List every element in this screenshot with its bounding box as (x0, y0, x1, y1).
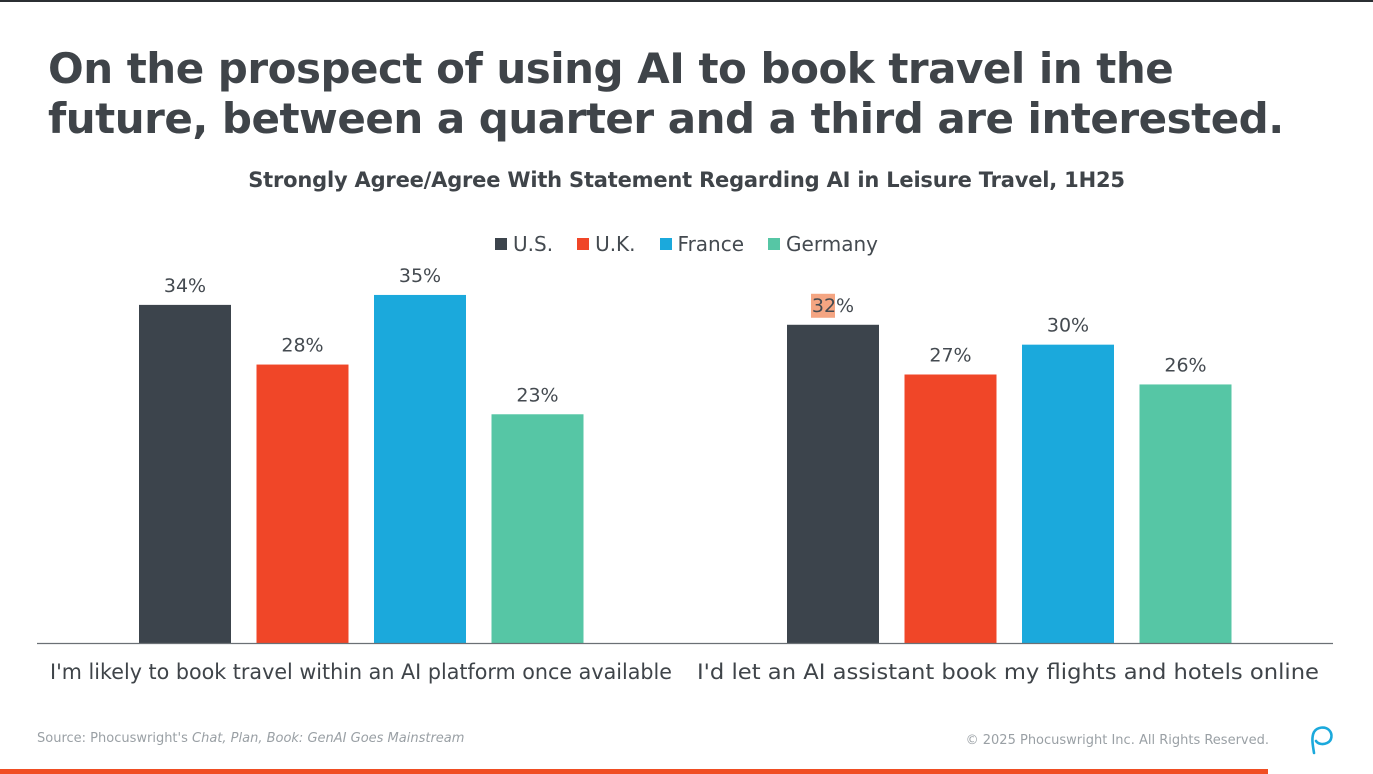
data-label: 30% (1047, 315, 1089, 337)
bar (374, 294, 466, 643)
source-prefix: Source: Phocuswright's (37, 731, 193, 746)
slide-headline: On the prospect of using AI to book trav… (48, 44, 1284, 143)
bar (787, 324, 879, 643)
data-label: 34% (164, 275, 206, 297)
source-title: Chat, Plan, Book: GenAI Goes Mainstream (192, 731, 465, 746)
legend-label: Germany (786, 232, 878, 256)
bar (139, 304, 231, 643)
bar (1139, 384, 1232, 643)
legend-swatch (659, 238, 672, 250)
data-label: 32% (812, 295, 854, 317)
data-label: 23% (516, 384, 558, 406)
legend-swatch (495, 238, 507, 250)
data-label: 27% (929, 345, 971, 367)
bar-chart: 34% 28% 35% 23% 32% 27% 30% 26% I'm likely to bo… (37, 265, 1333, 684)
copyright-notice: © 2025 Phocuswright Inc. All Rights Rese… (965, 733, 1269, 748)
legend-item-us: U.S. (495, 232, 553, 256)
bottom-accent-bar (0, 769, 1268, 774)
x-tick-label: I'd let an AI assistant book my flights … (697, 660, 1319, 684)
legend-swatch (768, 238, 781, 250)
legend-item-france: France (659, 232, 745, 256)
label-highlight (811, 293, 835, 318)
data-label: 35% (399, 265, 441, 287)
top-rule (0, 0, 1373, 2)
chart-legend: U.S. U.K. France Germany (0, 232, 1373, 256)
legend-swatch (577, 238, 590, 250)
legend-label: U.K. (595, 232, 636, 256)
data-label: 26% (1164, 354, 1206, 376)
bar (256, 364, 349, 643)
source-note: Source: Phocuswright's Chat, Plan, Book:… (37, 731, 464, 746)
legend-label: U.S. (513, 232, 554, 256)
bar (1022, 344, 1114, 643)
legend-item-germany: Germany (768, 232, 878, 256)
x-tick-label: I'm likely to book travel within an AI p… (50, 660, 672, 684)
bar (491, 414, 584, 643)
phocuswright-logo-icon (1311, 726, 1333, 755)
legend-item-uk: U.K. (577, 232, 636, 256)
bar (904, 374, 997, 643)
legend-label: France (677, 232, 745, 256)
chart-title: Strongly Agree/Agree With Statement Rega… (248, 168, 1125, 192)
data-label: 28% (281, 335, 323, 357)
